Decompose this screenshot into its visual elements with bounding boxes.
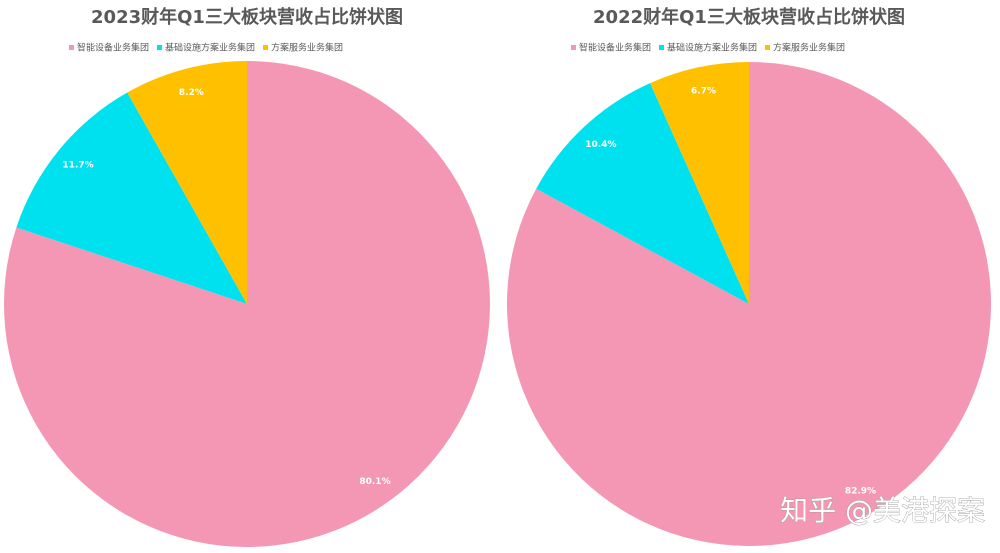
legend-swatch [658, 45, 664, 50]
legend-label: 基础设施方案业务集团 [667, 42, 757, 54]
legend-label: 方案服务业务集团 [773, 42, 845, 54]
pie-slice [127, 61, 247, 304]
data-label: 82.9% [845, 487, 876, 497]
legend-swatch [570, 45, 576, 50]
legend-swatch [68, 45, 74, 50]
legend-swatch [263, 45, 269, 50]
legend-swatch [156, 45, 162, 50]
pie-slice [16, 92, 248, 304]
legend-label: 智能设备业务集团 [77, 42, 149, 54]
legend-swatch [765, 45, 771, 50]
data-label: 80.1% [359, 477, 390, 487]
data-label: 6.7% [691, 87, 716, 97]
pie-slice [506, 62, 991, 546]
chart-title: 2022财年Q1三大板块营收占比饼状图 [593, 6, 905, 28]
watermark: 知乎 @美港探案 [780, 494, 985, 527]
chart-title: 2023财年Q1三大板块营收占比饼状图 [91, 6, 403, 28]
pie-slice [650, 62, 749, 304]
legend-label: 基础设施方案业务集团 [165, 42, 255, 54]
data-label: 11.7% [62, 161, 93, 171]
pie-slice [536, 83, 749, 305]
legend-label: 方案服务业务集团 [271, 42, 343, 54]
data-label: 10.4% [585, 140, 616, 150]
legend-label: 智能设备业务集团 [579, 42, 651, 54]
data-label: 8.2% [179, 88, 204, 98]
